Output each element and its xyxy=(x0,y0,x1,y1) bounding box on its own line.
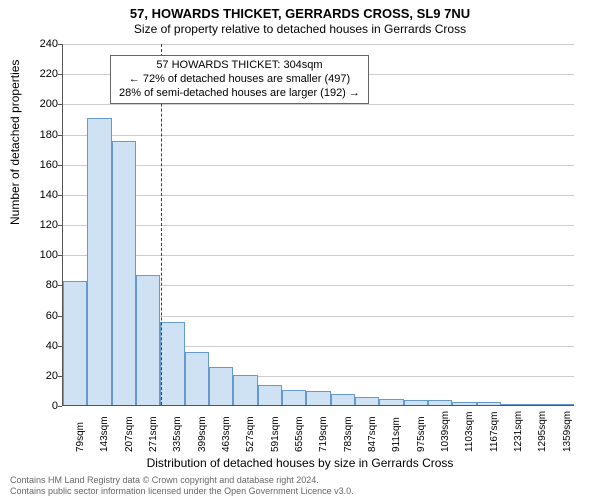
histogram-bar xyxy=(525,404,549,406)
x-tick-label: 1295sqm xyxy=(537,411,548,452)
x-tick-label: 1359sqm xyxy=(562,411,573,452)
grid-line xyxy=(63,255,574,256)
y-tick-mark xyxy=(58,135,62,136)
y-tick-label: 140 xyxy=(8,189,58,201)
y-tick-label: 120 xyxy=(8,219,58,231)
y-tick-mark xyxy=(58,316,62,317)
x-tick-label: 207sqm xyxy=(124,416,135,452)
y-tick-mark xyxy=(58,104,62,105)
x-tick-label: 847sqm xyxy=(367,416,378,452)
histogram-bar xyxy=(379,399,403,405)
x-tick-label: 1039sqm xyxy=(440,411,451,452)
histogram-bar xyxy=(355,397,379,405)
info-line: 28% of semi-detached houses are larger (… xyxy=(119,87,360,101)
y-tick-mark xyxy=(58,376,62,377)
histogram-bar xyxy=(160,322,184,405)
histogram-bar xyxy=(428,400,452,405)
grid-line xyxy=(63,104,574,105)
x-axis-label: Distribution of detached houses by size … xyxy=(0,456,600,470)
y-tick-mark xyxy=(58,195,62,196)
y-tick-label: 40 xyxy=(8,340,58,352)
grid-line xyxy=(63,225,574,226)
grid-line xyxy=(63,195,574,196)
histogram-bar xyxy=(331,394,355,405)
info-line: ← 72% of detached houses are smaller (49… xyxy=(119,73,360,87)
y-tick-label: 0 xyxy=(8,400,58,412)
y-tick-label: 180 xyxy=(8,129,58,141)
footer-line-1: Contains HM Land Registry data © Crown c… xyxy=(10,475,354,485)
y-tick-mark xyxy=(58,255,62,256)
histogram-bar xyxy=(185,352,209,405)
y-tick-mark xyxy=(58,285,62,286)
y-tick-label: 160 xyxy=(8,159,58,171)
grid-line xyxy=(63,44,574,45)
y-tick-label: 80 xyxy=(8,279,58,291)
histogram-bar xyxy=(282,390,306,405)
y-tick-label: 240 xyxy=(8,38,58,50)
y-tick-mark xyxy=(58,44,62,45)
x-tick-label: 79sqm xyxy=(75,422,86,452)
chart-subtitle: Size of property relative to detached ho… xyxy=(0,22,600,36)
chart-title: 57, HOWARDS THICKET, GERRARDS CROSS, SL9… xyxy=(0,6,600,21)
histogram-bar xyxy=(209,367,233,405)
y-tick-label: 100 xyxy=(8,249,58,261)
y-tick-mark xyxy=(58,225,62,226)
x-tick-label: 911sqm xyxy=(391,417,402,452)
histogram-bar xyxy=(233,375,257,405)
x-tick-label: 271sqm xyxy=(148,416,159,452)
x-tick-label: 1103sqm xyxy=(464,412,475,452)
histogram-bar xyxy=(258,385,282,405)
y-tick-mark xyxy=(58,74,62,75)
histogram-bar xyxy=(550,404,574,406)
x-tick-label: 335sqm xyxy=(172,416,183,452)
histogram-bar xyxy=(112,141,136,405)
x-tick-label: 975sqm xyxy=(416,416,427,452)
histogram-bar xyxy=(452,402,476,405)
grid-line xyxy=(63,165,574,166)
grid-line xyxy=(63,135,574,136)
x-tick-label: 655sqm xyxy=(294,416,305,452)
info-box: 57 HOWARDS THICKET: 304sqm← 72% of detac… xyxy=(110,55,369,104)
histogram-bar xyxy=(501,404,525,406)
x-tick-label: 719sqm xyxy=(318,416,329,452)
y-tick-label: 220 xyxy=(8,68,58,80)
histogram-bar xyxy=(306,391,330,405)
footer-attribution: Contains HM Land Registry data © Crown c… xyxy=(10,475,354,496)
histogram-bar xyxy=(136,275,160,405)
y-tick-mark xyxy=(58,165,62,166)
x-tick-label: 527sqm xyxy=(245,416,256,452)
x-tick-label: 1231sqm xyxy=(513,411,524,452)
x-tick-label: 399sqm xyxy=(197,416,208,452)
y-tick-label: 200 xyxy=(8,98,58,110)
x-tick-label: 463sqm xyxy=(221,416,232,452)
histogram-bar xyxy=(404,400,428,405)
y-tick-mark xyxy=(58,346,62,347)
y-tick-mark xyxy=(58,406,62,407)
y-tick-label: 60 xyxy=(8,310,58,322)
histogram-bar xyxy=(63,281,87,405)
footer-line-2: Contains public sector information licen… xyxy=(10,486,354,496)
x-tick-label: 1167sqm xyxy=(489,412,500,452)
title-block: 57, HOWARDS THICKET, GERRARDS CROSS, SL9… xyxy=(0,0,600,36)
info-line: 57 HOWARDS THICKET: 304sqm xyxy=(119,59,360,73)
histogram-bar xyxy=(477,402,501,405)
x-tick-label: 591sqm xyxy=(270,416,281,452)
histogram-bar xyxy=(87,118,111,405)
x-tick-label: 143sqm xyxy=(99,416,110,452)
x-tick-label: 783sqm xyxy=(343,416,354,452)
y-tick-label: 20 xyxy=(8,370,58,382)
